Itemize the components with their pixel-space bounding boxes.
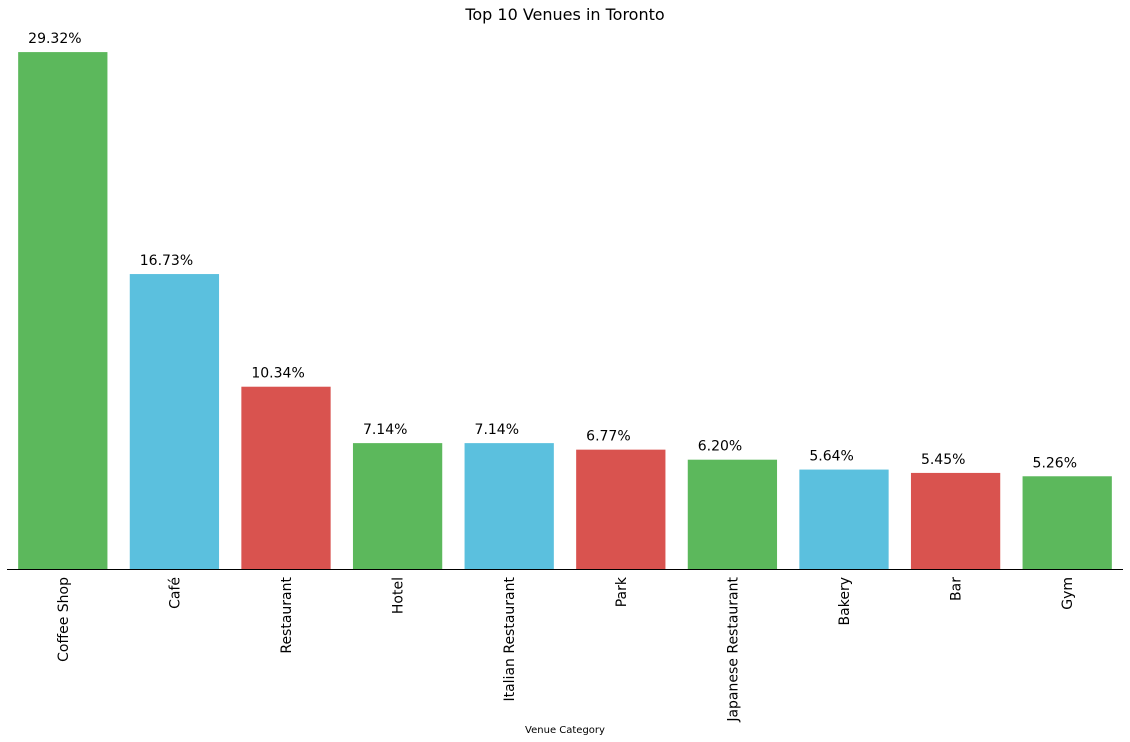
bar-park — [576, 449, 666, 569]
value-label-cafe: 16.73% — [140, 253, 193, 269]
bars-group — [18, 52, 1112, 569]
value-labels-group: 29.32% 16.73% 10.34% 7.14% 7.14% 6.77% 6.20% 5.… — [28, 31, 1077, 471]
bar-italian-restaurant — [464, 443, 554, 569]
value-label-coffee-shop: 29.32% — [28, 31, 81, 47]
bar-japanese-restaurant — [687, 459, 778, 569]
bar-cafe — [129, 274, 220, 569]
bar-gym — [1022, 476, 1112, 569]
bar-coffee-shop — [18, 52, 108, 569]
x-tick-label-park: Park — [614, 576, 630, 607]
x-tick-labels-group: Coffee Shop Café Restaurant Hotel Italian Re… — [56, 576, 1076, 723]
value-label-gym: 5.26% — [1033, 455, 1077, 471]
bar-bakery — [799, 469, 889, 569]
x-axis-title: Venue Category — [525, 725, 605, 736]
x-tick-label-gym: Gym — [1060, 577, 1076, 610]
x-tick-label-italian-restaurant: Italian Restaurant — [502, 576, 518, 701]
value-label-japanese-restaurant: 6.20% — [698, 439, 742, 455]
x-tick-label-coffee-shop: Coffee Shop — [56, 577, 72, 662]
chart-title: Top 10 Venues in Toronto — [464, 5, 664, 24]
x-tick-label-hotel: Hotel — [391, 577, 407, 614]
x-tick-label-restaurant: Restaurant — [279, 577, 295, 654]
value-label-bakery: 5.64% — [809, 449, 853, 465]
value-label-restaurant: 10.34% — [251, 366, 304, 382]
value-label-hotel: 7.14% — [363, 422, 407, 438]
value-label-italian-restaurant: 7.14% — [475, 422, 519, 438]
x-tick-label-bakery: Bakery — [837, 577, 853, 625]
x-tick-label-bar: Bar — [949, 577, 965, 601]
bar-restaurant — [241, 386, 331, 569]
value-label-park: 6.77% — [586, 429, 630, 445]
value-label-bar: 5.45% — [921, 452, 965, 468]
x-tick-label-cafe: Café — [167, 577, 183, 609]
bar-bar — [910, 472, 1001, 569]
bar-hotel — [352, 443, 443, 569]
x-tick-label-japanese-restaurant: Japanese Restaurant — [725, 576, 741, 722]
